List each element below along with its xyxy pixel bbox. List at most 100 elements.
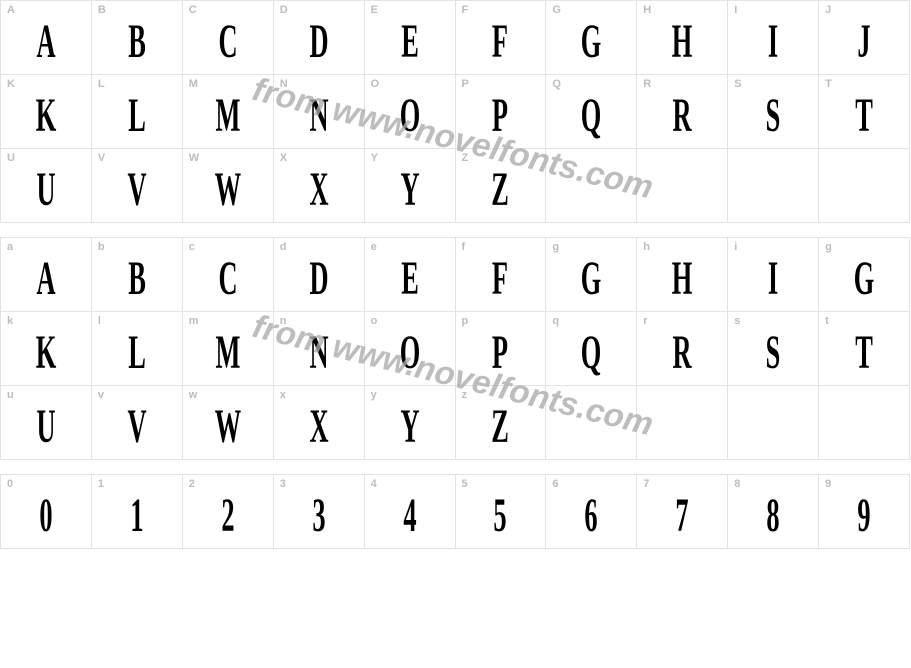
glyph-cell: VV bbox=[92, 149, 183, 223]
glyph-cell: nN bbox=[274, 312, 365, 386]
key-label: 7 bbox=[643, 478, 650, 490]
key-label: 1 bbox=[98, 478, 105, 490]
glyph: C bbox=[218, 18, 237, 66]
key-label: G bbox=[552, 4, 561, 16]
key-label: E bbox=[371, 4, 379, 16]
glyph-cell: LL bbox=[92, 75, 183, 149]
glyph-cell: mM bbox=[183, 312, 274, 386]
glyph-cell: 22 bbox=[183, 475, 274, 549]
key-label: i bbox=[734, 241, 738, 253]
key-label: 3 bbox=[280, 478, 287, 490]
glyph-cell: iI bbox=[728, 238, 819, 312]
glyph-cell: wW bbox=[183, 386, 274, 460]
glyph: B bbox=[128, 18, 146, 66]
glyph-cell: OO bbox=[365, 75, 456, 149]
glyph-grid: aAbBcCdDeEfFgGhHiIgGkKlLmMnNoOpPqQrRsStT… bbox=[0, 237, 910, 460]
glyph: V bbox=[127, 403, 146, 451]
glyph: X bbox=[309, 166, 328, 214]
key-label: U bbox=[7, 152, 15, 164]
glyph-cell-empty bbox=[637, 386, 728, 460]
glyph: W bbox=[215, 166, 241, 214]
glyph: V bbox=[127, 166, 146, 214]
glyph: C bbox=[218, 255, 237, 303]
glyph: L bbox=[128, 92, 146, 140]
glyph-cell: aA bbox=[1, 238, 92, 312]
glyph: B bbox=[128, 255, 146, 303]
glyph-cell: TT bbox=[819, 75, 910, 149]
glyph-cell: KK bbox=[1, 75, 92, 149]
glyph-cell: GG bbox=[546, 1, 637, 75]
glyph: K bbox=[36, 329, 57, 377]
glyph-cell-empty bbox=[546, 386, 637, 460]
glyph-cell: RR bbox=[637, 75, 728, 149]
key-label: q bbox=[552, 315, 559, 327]
key-label: x bbox=[280, 389, 287, 401]
section-gap bbox=[0, 460, 911, 474]
key-label: Y bbox=[371, 152, 379, 164]
key-label: 5 bbox=[462, 478, 469, 490]
glyph: E bbox=[401, 18, 419, 66]
key-label: u bbox=[7, 389, 14, 401]
key-label: R bbox=[643, 78, 651, 90]
key-label: T bbox=[825, 78, 832, 90]
key-label: 8 bbox=[734, 478, 741, 490]
glyph-cell: 99 bbox=[819, 475, 910, 549]
glyph-cell: gG bbox=[819, 238, 910, 312]
glyph: H bbox=[672, 255, 693, 303]
glyph-cell: JJ bbox=[819, 1, 910, 75]
glyph-cell: hH bbox=[637, 238, 728, 312]
key-label: J bbox=[825, 4, 832, 16]
glyph: 0 bbox=[39, 492, 52, 540]
glyph: Y bbox=[400, 403, 419, 451]
glyph: 8 bbox=[767, 492, 780, 540]
glyph-cell: bB bbox=[92, 238, 183, 312]
key-label: k bbox=[7, 315, 14, 327]
glyph: R bbox=[673, 329, 692, 377]
section-lowercase: aAbBcCdDeEfFgGhHiIgGkKlLmMnNoOpPqQrRsStT… bbox=[0, 237, 911, 460]
glyph-cell: gG bbox=[546, 238, 637, 312]
key-label: O bbox=[371, 78, 380, 90]
glyph: P bbox=[492, 92, 508, 140]
key-label: A bbox=[7, 4, 15, 16]
glyph: 3 bbox=[312, 492, 325, 540]
section-gap bbox=[0, 223, 911, 237]
key-label: Z bbox=[462, 152, 469, 164]
glyph-cell: FF bbox=[456, 1, 547, 75]
glyph: E bbox=[401, 255, 419, 303]
glyph: T bbox=[855, 329, 873, 377]
key-label: L bbox=[98, 78, 105, 90]
glyph-cell-empty bbox=[637, 149, 728, 223]
glyph: O bbox=[399, 329, 420, 377]
glyph-cell: YY bbox=[365, 149, 456, 223]
key-label: P bbox=[462, 78, 470, 90]
glyph-cell: pP bbox=[456, 312, 547, 386]
glyph-cell: 55 bbox=[456, 475, 547, 549]
glyph-cell: NN bbox=[274, 75, 365, 149]
glyph: X bbox=[309, 403, 328, 451]
key-label: g bbox=[552, 241, 559, 253]
glyph: 7 bbox=[676, 492, 689, 540]
glyph: 2 bbox=[221, 492, 234, 540]
key-label: N bbox=[280, 78, 288, 90]
key-label: d bbox=[280, 241, 287, 253]
key-label: Q bbox=[552, 78, 561, 90]
glyph: 5 bbox=[494, 492, 507, 540]
key-label: I bbox=[734, 4, 738, 16]
glyph: F bbox=[492, 18, 508, 66]
glyph: S bbox=[766, 92, 781, 140]
glyph: W bbox=[215, 403, 241, 451]
glyph-cell: 77 bbox=[637, 475, 728, 549]
glyph: 9 bbox=[857, 492, 870, 540]
key-label: H bbox=[643, 4, 651, 16]
glyph-cell: MM bbox=[183, 75, 274, 149]
glyph-cell: zZ bbox=[456, 386, 547, 460]
glyph-cell: 33 bbox=[274, 475, 365, 549]
key-label: D bbox=[280, 4, 288, 16]
glyph-cell: lL bbox=[92, 312, 183, 386]
glyph-cell: BB bbox=[92, 1, 183, 75]
glyph-cell: dD bbox=[274, 238, 365, 312]
glyph-cell: ZZ bbox=[456, 149, 547, 223]
glyph-cell: vV bbox=[92, 386, 183, 460]
key-label: 2 bbox=[189, 478, 196, 490]
glyph-cell-empty bbox=[819, 149, 910, 223]
